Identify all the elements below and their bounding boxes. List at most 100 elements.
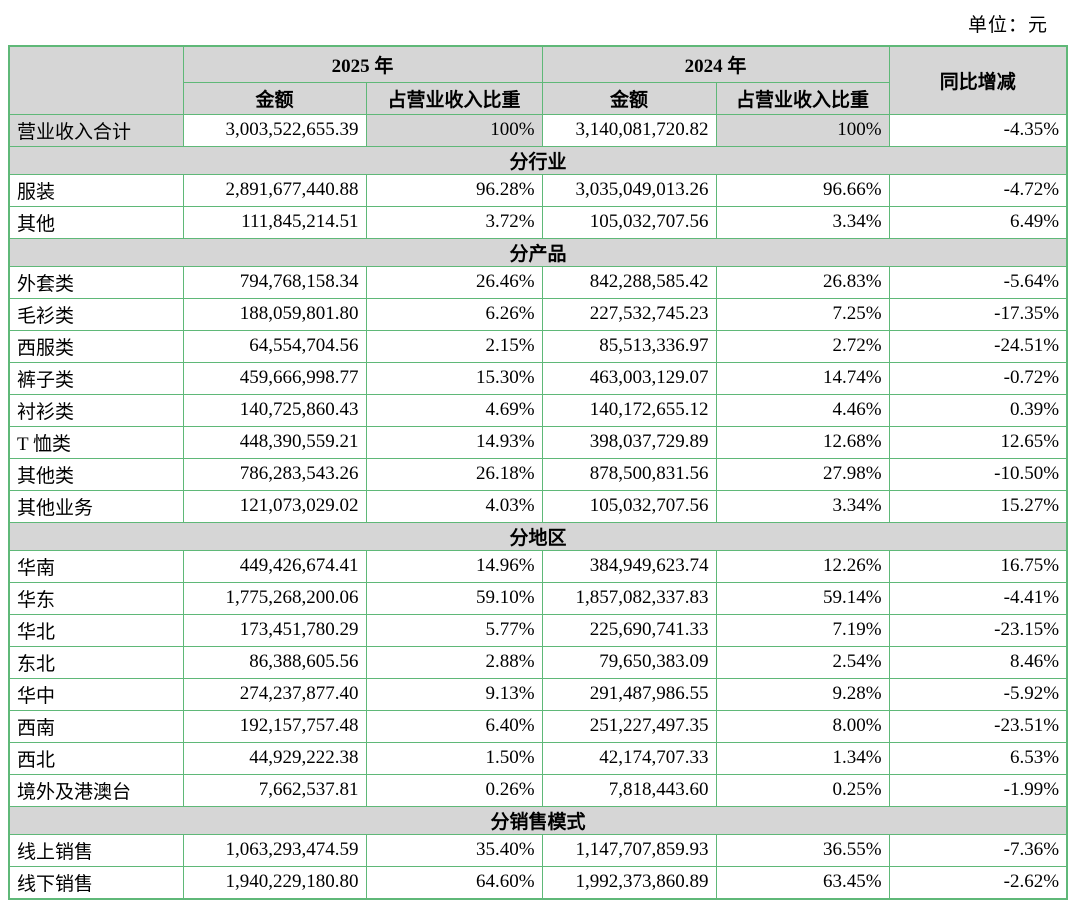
yoy-value: 6.49% [888,205,1068,239]
ratio-2025: 2.88% [365,645,543,679]
table-row: 东北 86,388,605.56 2.88% 79,650,383.09 2.54% 8.… [8,645,1068,679]
ratio-2025-header: 占营业收入比重 [365,81,543,115]
section-row: 分行业 [8,145,1068,175]
ratio-2024: 59.14% [715,581,890,615]
row-label: 其他类 [8,457,184,491]
amount-2025: 1,063,293,474.59 [182,833,367,867]
yoy-value: 16.75% [888,549,1068,583]
amount-2024: 1,992,373,860.89 [541,865,717,899]
ratio-2025: 100% [365,113,543,147]
yoy-value: -5.92% [888,677,1068,711]
amount-2024: 42,174,707.33 [541,741,717,775]
amount-2025: 192,157,757.48 [182,709,367,743]
yoy-value: 15.27% [888,489,1068,523]
amount-2025: 121,073,029.02 [182,489,367,523]
ratio-2024: 1.34% [715,741,890,775]
row-label: 裤子类 [8,361,184,395]
amount-2024: 3,140,081,720.82 [541,113,717,147]
row-label: 线下销售 [8,865,184,899]
row-label: 西南 [8,709,184,743]
amount-2024: 225,690,741.33 [541,613,717,647]
yoy-header: 同比增减 [888,45,1068,115]
table-row: 服装 2,891,677,440.88 96.28% 3,035,049,013.26… [8,173,1068,207]
row-label: 外套类 [8,265,184,299]
ratio-2025: 4.69% [365,393,543,427]
amount-2024: 1,857,082,337.83 [541,581,717,615]
table-row: 衬衫类 140,725,860.43 4.69% 140,172,655.12 4.46… [8,393,1068,427]
table-row: 线上销售 1,063,293,474.59 35.40% 1,147,707,859.… [8,833,1068,867]
yoy-value: -1.99% [888,773,1068,807]
table-row: 其他 111,845,214.51 3.72% 105,032,707.56 3.34%… [8,205,1068,239]
amount-2025: 794,768,158.34 [182,265,367,299]
row-label: 其他 [8,205,184,239]
amount-2024: 251,227,497.35 [541,709,717,743]
ratio-2025: 14.93% [365,425,543,459]
amount-2025: 449,426,674.41 [182,549,367,583]
row-label: 华中 [8,677,184,711]
yoy-value: -23.51% [888,709,1068,743]
ratio-2025: 35.40% [365,833,543,867]
amount-2025-header: 金额 [182,81,367,115]
amount-2025: 7,662,537.81 [182,773,367,807]
amount-2025: 188,059,801.80 [182,297,367,331]
yoy-value: 8.46% [888,645,1068,679]
amount-2025: 448,390,559.21 [182,425,367,459]
amount-2024: 7,818,443.60 [541,773,717,807]
amount-2024: 398,037,729.89 [541,425,717,459]
amount-2025: 64,554,704.56 [182,329,367,363]
table-row: 裤子类 459,666,998.77 15.30% 463,003,129.07 14.… [8,361,1068,395]
year-2024-header: 2024 年 [541,45,890,83]
amount-2024: 85,513,336.97 [541,329,717,363]
ratio-2024-header: 占营业收入比重 [715,81,890,115]
ratio-2025: 0.26% [365,773,543,807]
amount-2024: 878,500,831.56 [541,457,717,491]
row-label: 西北 [8,741,184,775]
ratio-2025: 9.13% [365,677,543,711]
amount-2024: 291,487,986.55 [541,677,717,711]
table-row: 其他业务 121,073,029.02 4.03% 105,032,707.56 3.3… [8,489,1068,523]
ratio-2025: 5.77% [365,613,543,647]
ratio-2024: 27.98% [715,457,890,491]
ratio-2024: 9.28% [715,677,890,711]
yoy-value: -0.72% [888,361,1068,395]
table-row: 西北 44,929,222.38 1.50% 42,174,707.33 1.34% 6.… [8,741,1068,775]
yoy-value: -7.36% [888,833,1068,867]
ratio-2025: 96.28% [365,173,543,207]
ratio-2024: 7.25% [715,297,890,331]
ratio-2025: 6.40% [365,709,543,743]
table-row: 西服类 64,554,704.56 2.15% 85,513,336.97 2.72% -… [8,329,1068,363]
table-row: 华东 1,775,268,200.06 59.10% 1,857,082,337.83… [8,581,1068,615]
yoy-value: -23.15% [888,613,1068,647]
amount-2025: 44,929,222.38 [182,741,367,775]
table-row: 营业收入合计 3,003,522,655.39 100% 3,140,081,720.… [8,113,1068,147]
table-row: 外套类 794,768,158.34 26.46% 842,288,585.42 26.… [8,265,1068,299]
section-row: 分产品 [8,237,1068,267]
amount-2025: 86,388,605.56 [182,645,367,679]
ratio-2024: 2.54% [715,645,890,679]
table-row: 其他类 786,283,543.26 26.18% 878,500,831.56 27.… [8,457,1068,491]
table-row: 线下销售 1,940,229,180.80 64.60% 1,992,373,860.… [8,865,1068,899]
row-label: 营业收入合计 [8,113,184,147]
ratio-2024: 8.00% [715,709,890,743]
ratio-2025: 4.03% [365,489,543,523]
amount-2025: 173,451,780.29 [182,613,367,647]
ratio-2024: 3.34% [715,205,890,239]
ratio-2025: 2.15% [365,329,543,363]
table-row: 华北 173,451,780.29 5.77% 225,690,741.33 7.19%… [8,613,1068,647]
yoy-value: -4.72% [888,173,1068,207]
yoy-value: -10.50% [888,457,1068,491]
amount-2025: 459,666,998.77 [182,361,367,395]
ratio-2024: 63.45% [715,865,890,899]
amount-2024: 463,003,129.07 [541,361,717,395]
ratio-2025: 64.60% [365,865,543,899]
ratio-2024: 100% [715,113,890,147]
amount-2024: 227,532,745.23 [541,297,717,331]
yoy-value: -5.64% [888,265,1068,299]
row-label: 衬衫类 [8,393,184,427]
row-label: 境外及港澳台 [8,773,184,807]
ratio-2024: 12.26% [715,549,890,583]
yoy-value: -24.51% [888,329,1068,363]
ratio-2024: 3.34% [715,489,890,523]
ratio-2025: 1.50% [365,741,543,775]
row-label: 其他业务 [8,489,184,523]
